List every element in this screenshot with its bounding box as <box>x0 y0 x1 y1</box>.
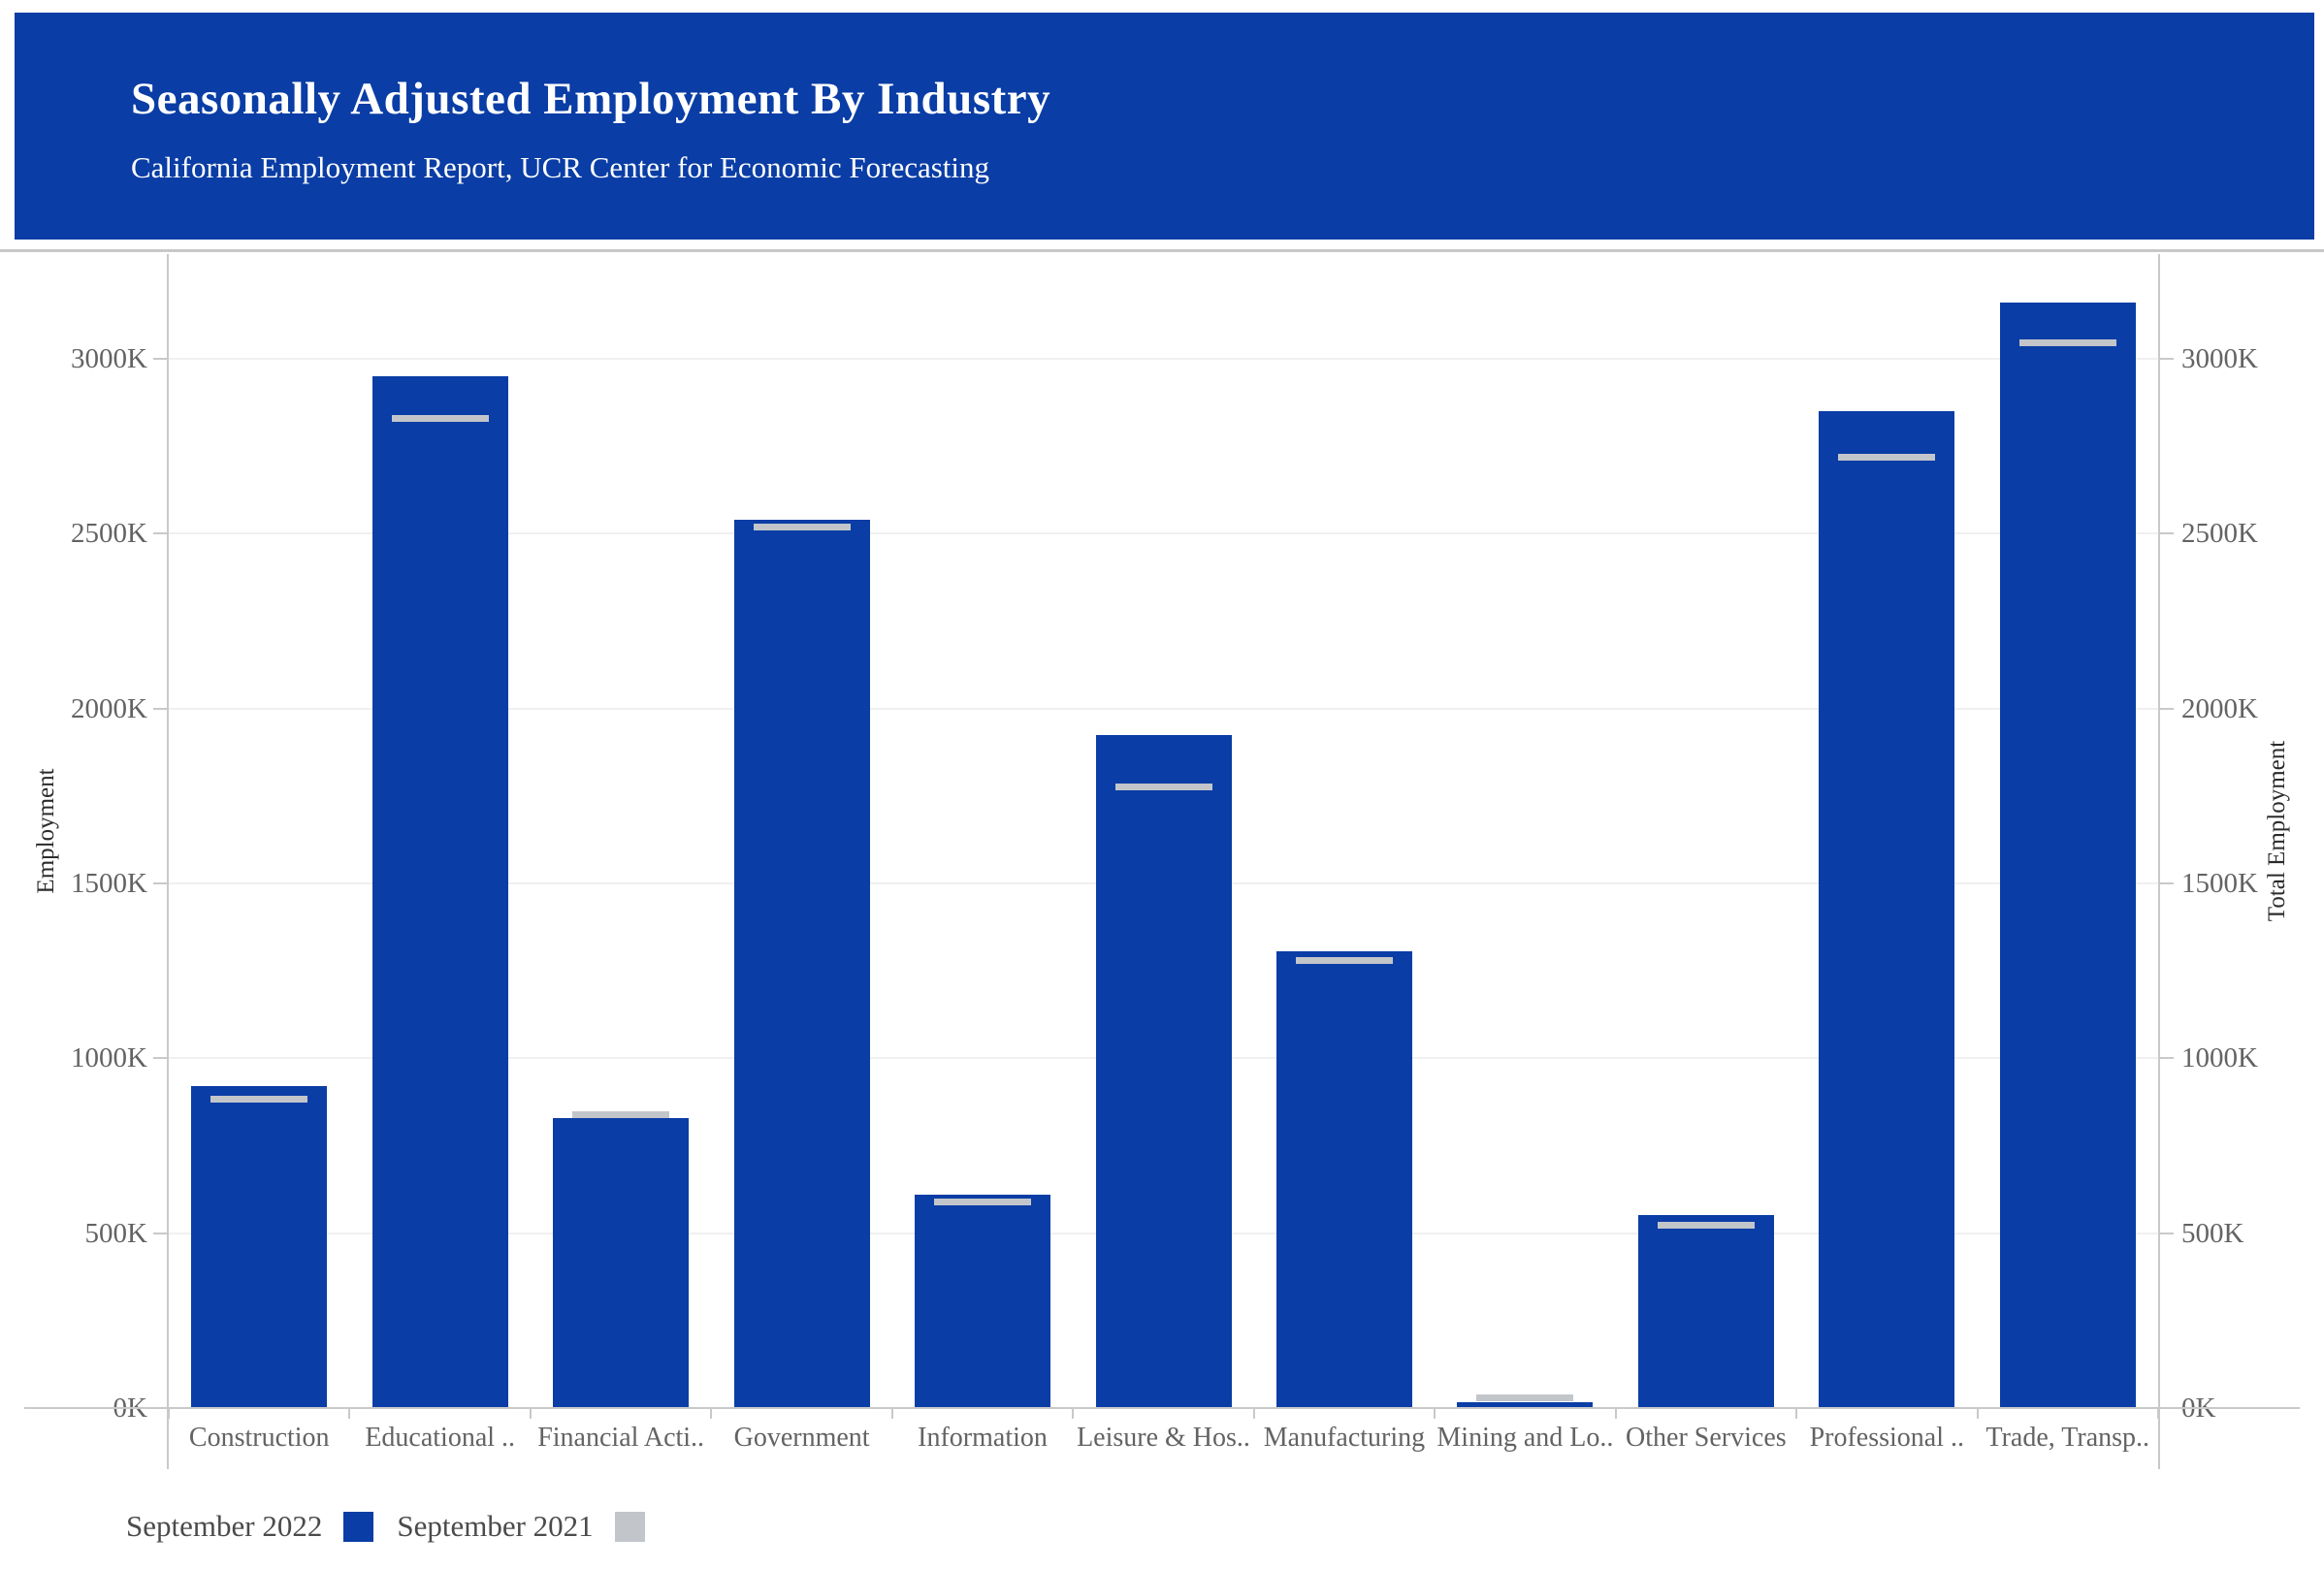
category-label-government: Government <box>733 1423 870 1453</box>
y-axis-label-right-3000K: 3000K <box>2181 343 2258 375</box>
legend-label-september-2021: September 2021 <box>397 1509 594 1543</box>
gridline-2000K <box>169 707 2158 710</box>
category-tick-8 <box>1614 1408 1617 1419</box>
y-tick-left-1500K <box>153 882 169 885</box>
category-label-information: Information <box>918 1423 1048 1453</box>
legend-swatch-september-2022 <box>343 1511 374 1542</box>
y-axis-label-right-1500K: 1500K <box>2181 868 2258 900</box>
category-tick-1 <box>348 1408 351 1419</box>
category-label-trade-transp-: Trade, Transp.. <box>1985 1423 2150 1453</box>
bar-construction[interactable] <box>191 1086 328 1408</box>
y-tick-right-2500K <box>2158 532 2174 535</box>
y-tick-left-2500K <box>153 532 169 535</box>
y-axis-label-left-1500K: 1500K <box>71 868 147 900</box>
reference-dash-manufacturing[interactable] <box>1295 956 1393 964</box>
reference-dash-other-services[interactable] <box>1657 1222 1755 1230</box>
y-axis-label-left-500K: 500K <box>84 1217 147 1249</box>
y-axis-label-right-2500K: 2500K <box>2181 518 2258 550</box>
y-axis-line-left <box>167 254 169 1469</box>
bar-leisure-hos-[interactable] <box>1095 734 1232 1408</box>
category-tick-5 <box>1072 1408 1075 1419</box>
y-tick-left-3000K <box>153 358 169 361</box>
bar-mining-and-lo-[interactable] <box>1457 1401 1594 1408</box>
legend-item-september-2021[interactable]: September 2021 <box>397 1509 645 1544</box>
reference-dash-financial-acti-[interactable] <box>572 1111 670 1119</box>
y-axis-title-left: Employment <box>33 768 59 894</box>
gridline-2500K <box>169 532 2158 535</box>
x-axis-line <box>24 1407 2300 1409</box>
reference-dash-leisure-hos-[interactable] <box>1114 784 1212 791</box>
reference-dash-educational-[interactable] <box>391 414 489 422</box>
category-tick-2 <box>529 1408 532 1419</box>
category-tick-0 <box>168 1408 170 1419</box>
y-axis-label-left-2000K: 2000K <box>71 692 147 724</box>
legend-label-september-2022: September 2022 <box>126 1509 323 1543</box>
category-label-manufacturing: Manufacturing <box>1263 1423 1426 1453</box>
y-axis-label-right-2000K: 2000K <box>2181 692 2258 724</box>
y-tick-left-500K <box>153 1232 169 1234</box>
y-axis-title-right: Total Employment <box>2264 740 2290 922</box>
bar-manufacturing[interactable] <box>1275 951 1412 1408</box>
category-label-other-services: Other Services <box>1626 1423 1787 1453</box>
y-axis-label-left-2500K: 2500K <box>71 518 147 550</box>
reference-dash-trade-transp-[interactable] <box>2018 339 2116 347</box>
header-divider <box>0 249 2324 252</box>
category-tick-7 <box>1434 1408 1436 1419</box>
category-label-mining-and-lo-: Mining and Lo.. <box>1436 1423 1614 1453</box>
category-tick-4 <box>890 1408 893 1419</box>
y-tick-left-2000K <box>153 707 169 710</box>
y-tick-right-3000K <box>2158 358 2174 361</box>
category-tick-3 <box>710 1408 713 1419</box>
y-axis-label-left-3000K: 3000K <box>71 343 147 375</box>
category-label-construction: Construction <box>188 1423 330 1453</box>
reference-dash-government[interactable] <box>753 523 851 530</box>
bar-information[interactable] <box>915 1195 1051 1408</box>
y-tick-right-1000K <box>2158 1057 2174 1060</box>
y-axis-label-right-1000K: 1000K <box>2181 1042 2258 1074</box>
reference-dash-professional-[interactable] <box>1838 453 1936 461</box>
y-tick-right-500K <box>2158 1232 2174 1234</box>
report-subtitle: California Employment Report, UCR Center… <box>131 150 990 184</box>
category-tick-6 <box>1252 1408 1255 1419</box>
y-tick-right-2000K <box>2158 707 2174 710</box>
report-title: Seasonally Adjusted Employment By Indust… <box>131 74 1051 124</box>
bar-educational-[interactable] <box>371 376 508 1408</box>
bar-trade-transp-[interactable] <box>1999 303 2136 1408</box>
category-tick-10 <box>1976 1408 1979 1419</box>
bar-other-services[interactable] <box>1637 1214 1774 1408</box>
y-axis-label-left-1000K: 1000K <box>71 1042 147 1074</box>
legend-item-september-2022[interactable]: September 2022 <box>126 1509 374 1544</box>
y-axis-label-right-500K: 500K <box>2181 1217 2244 1249</box>
gridline-3000K <box>169 358 2158 361</box>
reference-dash-construction[interactable] <box>210 1096 308 1104</box>
bar-professional-[interactable] <box>1819 411 1955 1408</box>
bar-government[interactable] <box>733 520 870 1408</box>
category-label-leisure-hos-: Leisure & Hos.. <box>1077 1423 1250 1453</box>
category-tick-9 <box>1795 1408 1798 1419</box>
bar-financial-acti-[interactable] <box>553 1117 690 1408</box>
legend: September 2022 September 2021 <box>126 1506 645 1547</box>
category-label-professional-: Professional .. <box>1809 1423 1965 1453</box>
y-tick-right-1500K <box>2158 882 2174 885</box>
reference-dash-information[interactable] <box>934 1198 1032 1205</box>
report-header: Seasonally Adjusted Employment By Indust… <box>15 13 2314 240</box>
legend-swatch-september-2021 <box>614 1511 645 1542</box>
y-axis-line-right <box>2158 254 2160 1469</box>
category-label-financial-acti-: Financial Acti.. <box>537 1423 705 1453</box>
category-label-educational-: Educational .. <box>365 1423 516 1453</box>
y-tick-left-1000K <box>153 1057 169 1060</box>
reference-dash-mining-and-lo-[interactable] <box>1476 1394 1574 1402</box>
